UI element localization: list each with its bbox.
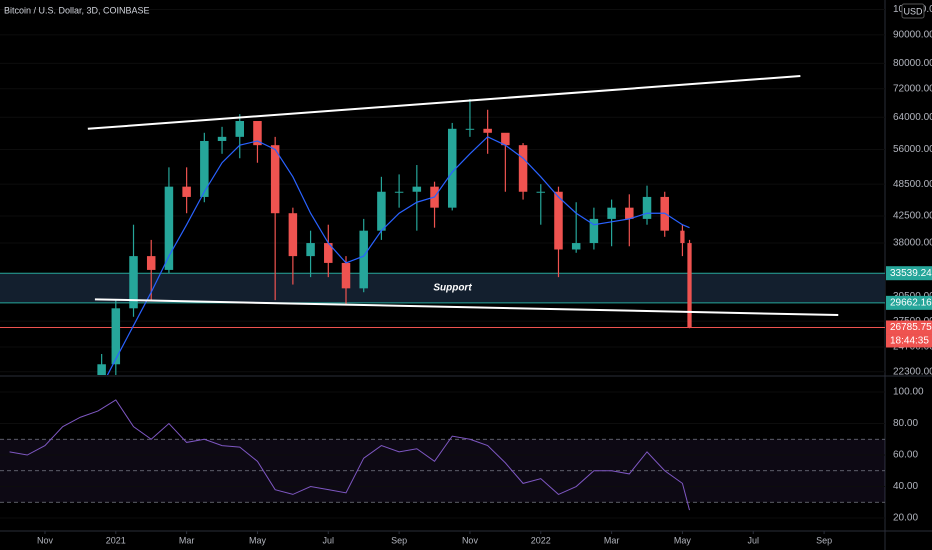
candle-body <box>359 230 368 289</box>
candle-body <box>270 145 280 214</box>
y-tick-label: 80.00 <box>893 418 918 429</box>
candle-body <box>607 207 616 219</box>
y-tick-label: 38000.00 <box>893 238 932 249</box>
candle-body <box>483 128 492 133</box>
candle-body <box>129 256 138 309</box>
candle-body <box>324 243 333 263</box>
trend-line <box>94 298 839 317</box>
price-tag <box>886 266 932 281</box>
rsi-line <box>9 399 690 511</box>
candle-body <box>625 207 634 219</box>
symbol-title: Bitcoin / U.S. Dollar, 3D, COINBASE <box>4 5 150 15</box>
price-tag-label: 29662.16 <box>890 297 932 308</box>
currency[interactable]: USD <box>903 6 923 16</box>
y-tick-label: 22300.00 <box>893 366 932 377</box>
candle-body <box>97 364 106 375</box>
trend-line <box>87 75 801 130</box>
candle-body <box>164 186 174 270</box>
y-tick-label: 42500.00 <box>893 211 932 222</box>
y-tick-label: 20.00 <box>893 513 918 524</box>
candle-body <box>217 136 227 141</box>
candle-body <box>554 191 563 250</box>
y-tick-label: 60.00 <box>893 450 918 461</box>
candle-body <box>394 191 404 193</box>
x-tick-label: Sep <box>391 535 407 545</box>
y-tick-label: 40.00 <box>893 481 918 492</box>
countdown-tag <box>886 334 932 348</box>
candle-body <box>687 243 692 328</box>
y-tick-label: 100.00 <box>893 387 924 398</box>
candle-body <box>377 191 386 231</box>
candle-body <box>146 256 156 270</box>
candle-body <box>412 186 422 192</box>
candle-body <box>465 128 475 130</box>
candle-body <box>341 262 351 289</box>
x-tick-label: Mar <box>179 535 195 545</box>
candle-body <box>680 230 685 244</box>
candle-body <box>589 218 599 244</box>
candle-body <box>253 121 262 146</box>
x-tick-label: May <box>674 535 692 545</box>
y-tick-label: 72000.00 <box>893 83 932 94</box>
x-tick-label: Jul <box>323 535 335 545</box>
candle-body <box>306 243 315 257</box>
candle-body <box>518 145 528 192</box>
x-tick-label: Nov <box>37 535 54 545</box>
candle-body <box>642 196 652 219</box>
x-tick-label: 2022 <box>531 535 551 545</box>
y-tick-label: 90000.00 <box>893 30 932 41</box>
candle-body <box>111 308 121 365</box>
price-pane: Support <box>0 8 885 375</box>
axes: 100000.0090000.0080000.0072000.0064000.0… <box>37 4 932 545</box>
x-tick-label: Jul <box>748 535 760 545</box>
x-tick-label: Mar <box>604 535 620 545</box>
candle-body <box>571 243 581 250</box>
countdown: 18:44:35 <box>890 336 929 347</box>
price-tag <box>886 295 932 310</box>
y-tick-label: 48500.00 <box>893 179 932 190</box>
candle-body <box>501 132 510 146</box>
currency-box[interactable] <box>901 3 925 19</box>
y-tick-label: 64000.00 <box>893 112 932 123</box>
y-tick-label: 56000.00 <box>893 144 932 155</box>
x-tick-label: Sep <box>816 535 832 545</box>
candle-body <box>235 121 245 137</box>
x-tick-label: May <box>249 535 267 545</box>
candle-body <box>536 191 546 193</box>
moving-average <box>106 136 690 375</box>
price-tag-label: 26785.75 <box>890 322 932 333</box>
candle-body <box>447 128 457 208</box>
candle-body <box>200 140 209 197</box>
candle-body <box>182 186 191 197</box>
rsi-pane <box>0 391 885 519</box>
price-tag <box>886 320 932 335</box>
x-tick-label: Nov <box>462 535 479 545</box>
zone-label: Support <box>433 283 472 294</box>
support-zone <box>0 273 885 303</box>
x-tick-label: 2021 <box>106 535 126 545</box>
y-tick-label: 80000.00 <box>893 58 932 69</box>
candle-body <box>288 213 298 257</box>
price-tag-label: 33539.24 <box>890 268 932 279</box>
